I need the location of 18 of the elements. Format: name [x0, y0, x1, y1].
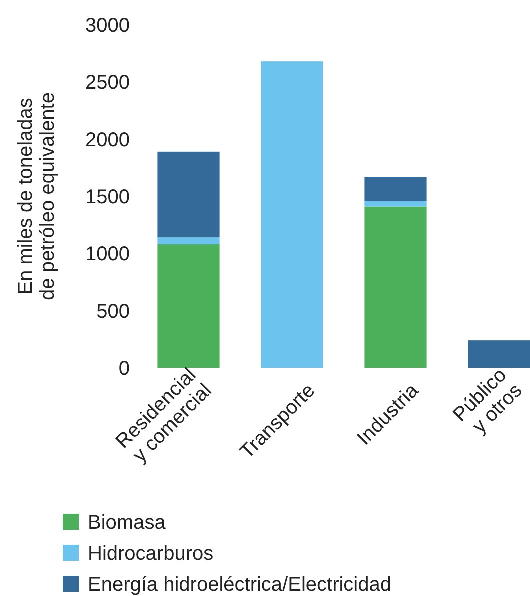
bar — [364, 206, 427, 368]
bar — [261, 62, 324, 368]
legend-label: Energía hidroeléctrica/Electricidad — [88, 574, 392, 596]
y-tick-label: 3000 — [86, 15, 130, 37]
bar — [364, 201, 427, 207]
y-tick-label: 2500 — [86, 72, 130, 94]
legend-label: Hidrocarburos — [88, 543, 214, 565]
y-axis-title: En miles de toneladas de petróleo equivalente — [15, 92, 59, 300]
y-tick-label: 1500 — [86, 186, 130, 208]
legend-label: Biomasa — [88, 512, 167, 534]
bar — [158, 244, 220, 368]
bar — [364, 177, 427, 202]
bar — [158, 152, 220, 238]
y-tick-label: 500 — [96, 300, 130, 323]
bar — [468, 340, 530, 368]
bar — [158, 238, 220, 245]
y-tick-label: 2000 — [86, 129, 130, 152]
y-tick-label: 1000 — [86, 244, 130, 266]
